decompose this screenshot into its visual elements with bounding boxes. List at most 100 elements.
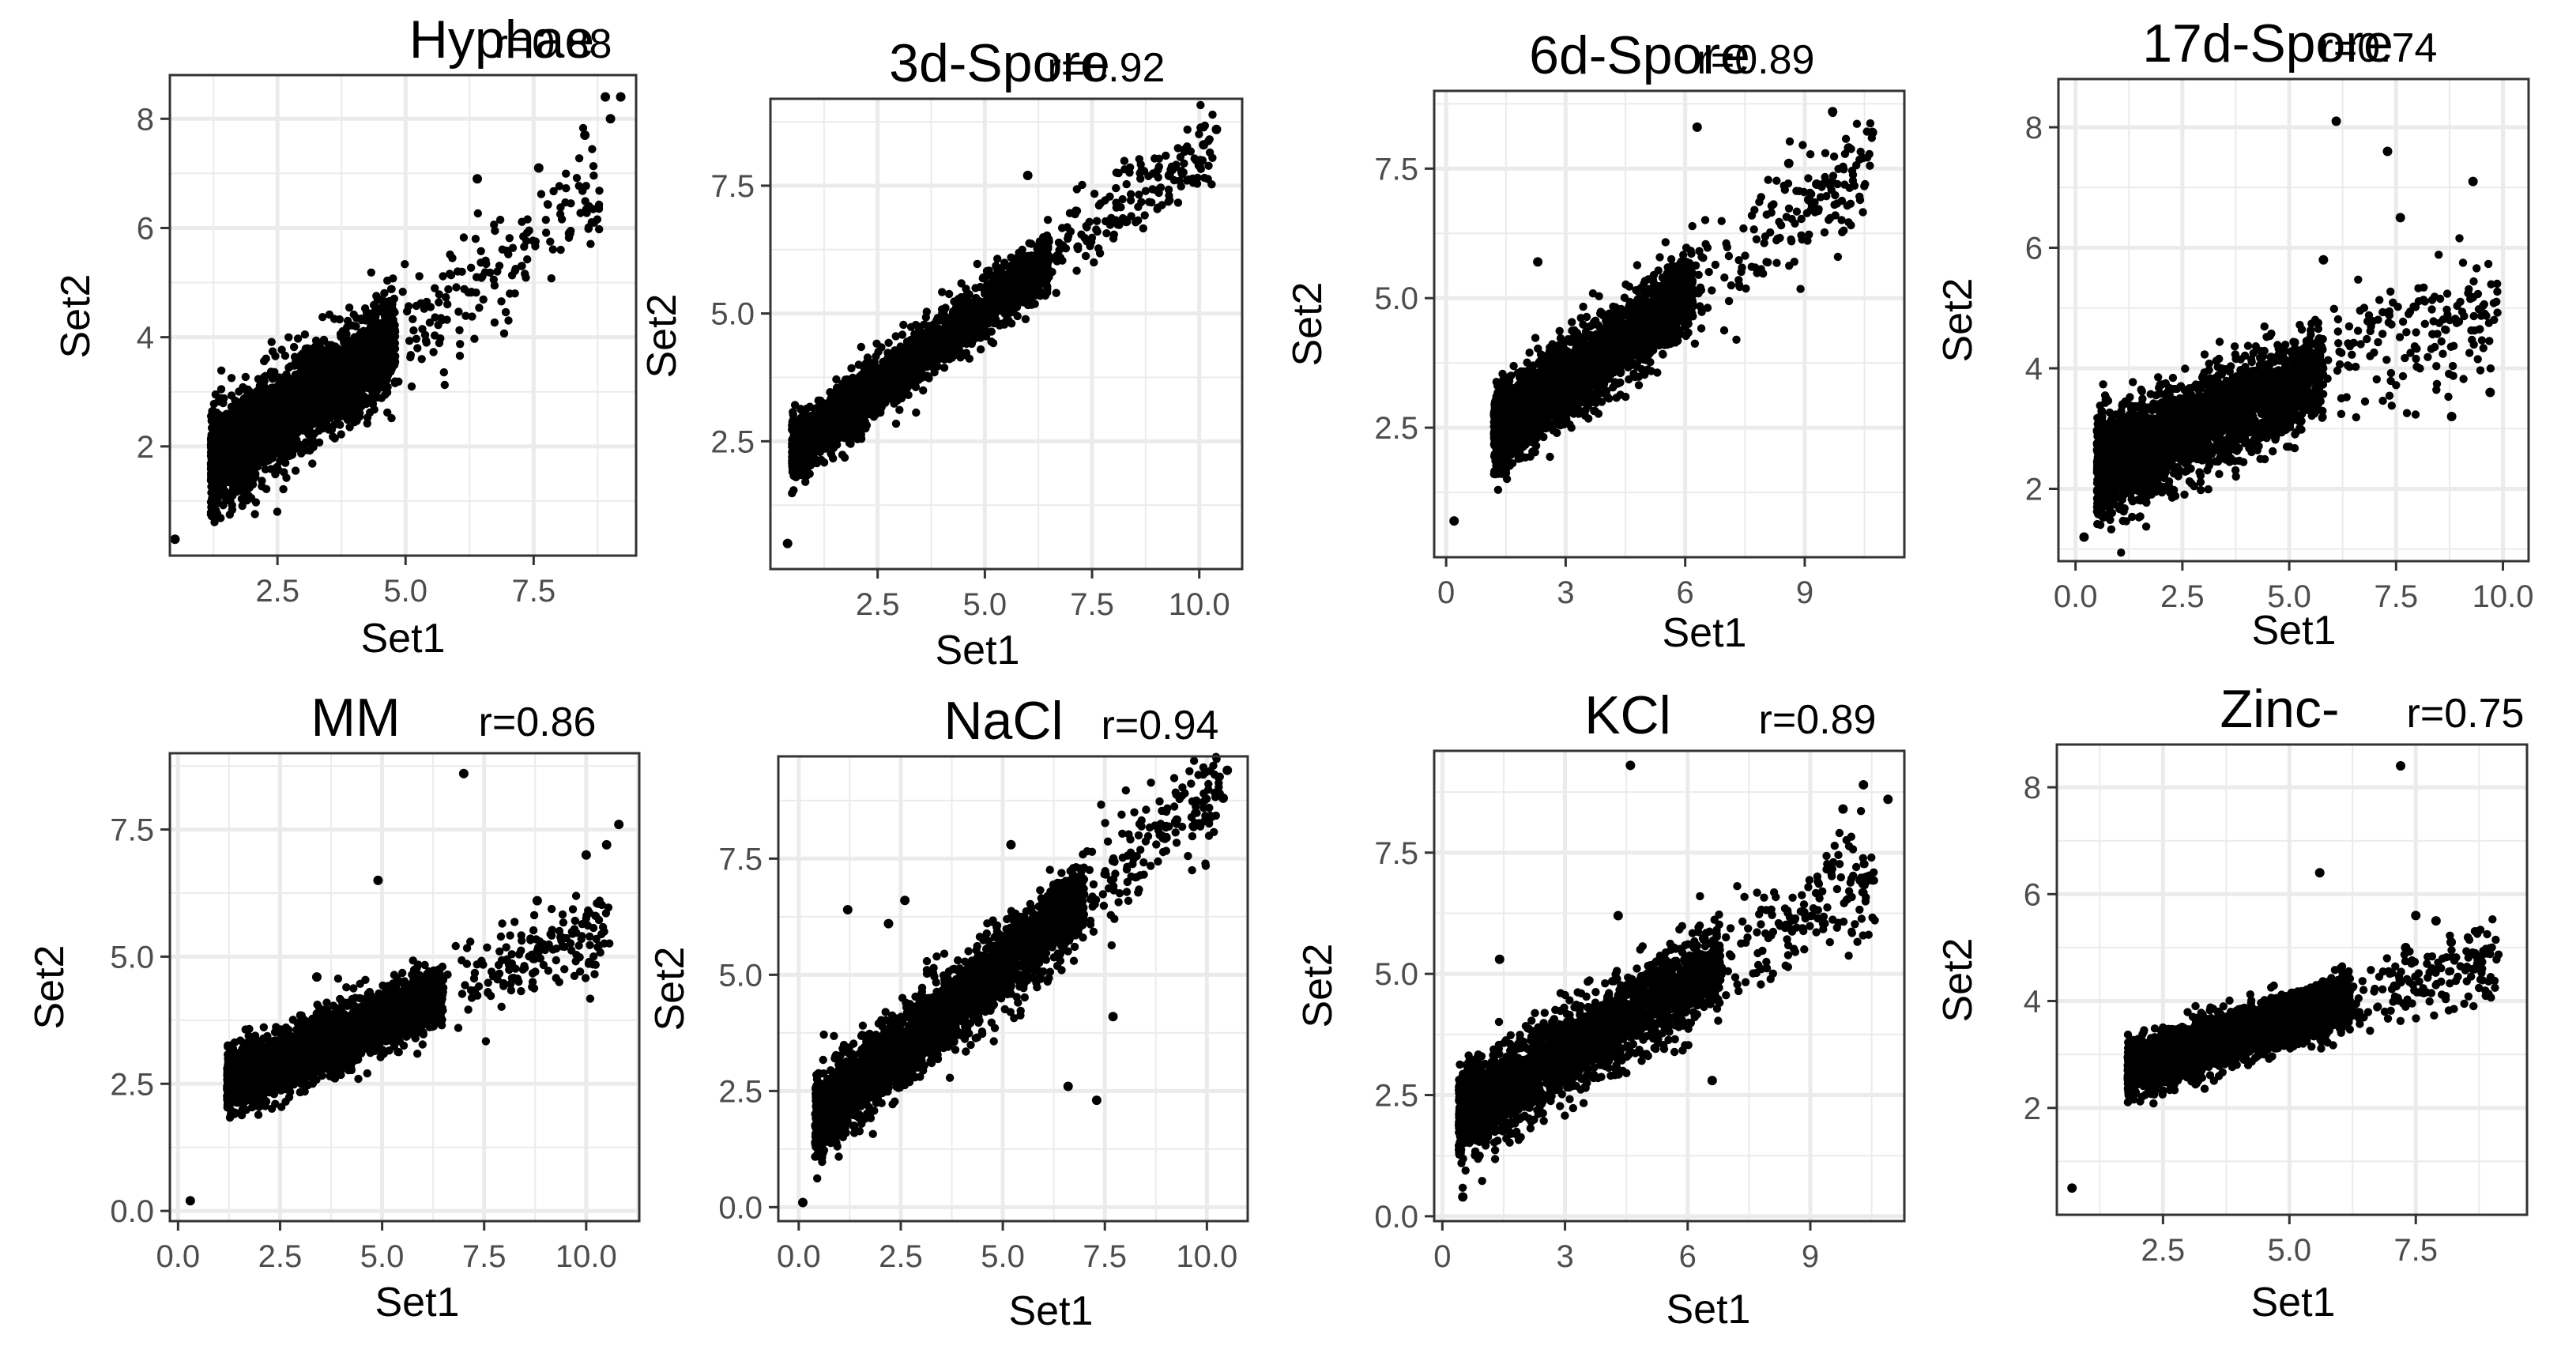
data-point (262, 484, 271, 493)
data-point (372, 319, 382, 328)
data-point (228, 505, 237, 515)
data-point (309, 443, 318, 451)
data-point (214, 492, 223, 500)
data-point (973, 259, 982, 269)
data-point (332, 362, 341, 371)
data-point (344, 397, 352, 406)
data-point-outlier (473, 174, 483, 184)
data-point (381, 309, 390, 318)
data-point (891, 346, 899, 355)
data-point (531, 242, 540, 251)
data-point (291, 376, 299, 385)
data-point (431, 331, 439, 340)
data-point (522, 228, 532, 237)
data-point (374, 355, 382, 364)
data-point (367, 268, 375, 277)
data-point (288, 406, 297, 415)
data-point (473, 209, 482, 218)
data-point (217, 394, 225, 402)
data-point (589, 162, 598, 171)
data-point (337, 430, 345, 439)
data-point (381, 338, 390, 347)
x-tick-label: 7.5 (512, 574, 556, 609)
data-point (398, 288, 407, 296)
data-point (574, 182, 583, 190)
data-point (859, 362, 868, 371)
data-point (435, 338, 444, 348)
data-point (372, 345, 382, 354)
data-point (319, 335, 329, 345)
data-point (805, 402, 815, 411)
data-point (352, 314, 361, 322)
data-point (343, 322, 352, 332)
data-point (420, 330, 430, 339)
data-point (409, 315, 417, 323)
data-point (341, 373, 351, 383)
data-point (260, 356, 269, 366)
data-point (318, 313, 327, 322)
data-point (227, 374, 236, 383)
data-point (310, 384, 318, 393)
data-point (310, 429, 319, 438)
data-point (279, 455, 288, 464)
data-point (584, 224, 593, 233)
data-point (310, 402, 318, 410)
x-axis-label: Set1 (361, 616, 446, 662)
data-point (561, 198, 570, 207)
data-point (442, 292, 450, 302)
data-point (209, 447, 218, 455)
data-point (301, 438, 311, 447)
data-point (383, 408, 392, 417)
data-point (541, 216, 550, 224)
data-point (405, 337, 414, 345)
data-point (244, 425, 254, 435)
data-point (501, 307, 510, 317)
data-point (422, 297, 431, 307)
data-point (503, 247, 511, 255)
data-point (217, 385, 226, 394)
data-point (215, 455, 224, 465)
data-point (466, 263, 476, 272)
data-point (299, 370, 308, 379)
data-point (241, 372, 250, 382)
data-point (352, 417, 361, 425)
data-point (352, 340, 360, 349)
data-point (262, 447, 270, 457)
data-point (452, 283, 461, 292)
data-point (374, 378, 382, 386)
data-point (505, 234, 514, 243)
data-point (363, 378, 371, 387)
data-point (382, 350, 392, 360)
data-point (555, 209, 565, 219)
data-point (922, 307, 932, 316)
data-point (857, 427, 865, 435)
data-point (286, 362, 295, 371)
data-point (247, 494, 256, 503)
data-point (288, 435, 296, 444)
data-point (300, 330, 310, 339)
data-point (443, 300, 452, 309)
data-point (253, 446, 262, 454)
data-point (572, 174, 582, 183)
y-tick-label: 4 (137, 321, 154, 356)
data-point (229, 444, 238, 453)
data-point (351, 384, 360, 393)
data-point (282, 473, 291, 482)
data-point (365, 329, 374, 337)
data-point-outlier (616, 92, 626, 102)
data-point (412, 301, 421, 311)
data-point (206, 498, 216, 507)
data-point (456, 340, 465, 349)
data-point (291, 387, 300, 396)
data-point (857, 342, 866, 352)
data-point (227, 402, 236, 411)
data-point (891, 419, 901, 428)
data-point (260, 377, 269, 386)
data-point (268, 347, 277, 356)
data-point (235, 471, 244, 480)
data-point (431, 284, 439, 292)
data-point (480, 268, 490, 277)
data-point (290, 422, 299, 432)
data-point-outlier (580, 130, 590, 140)
data-point (537, 190, 546, 198)
